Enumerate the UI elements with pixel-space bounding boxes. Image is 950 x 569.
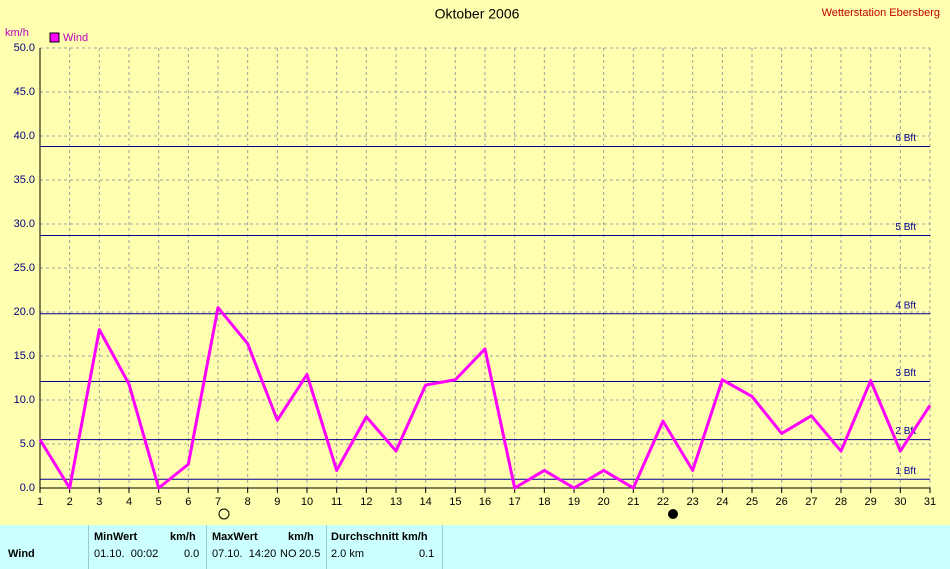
y-tick-label: 35.0 [14,174,35,186]
stats-panel: Wind MinWert km/h 01.10. 00:02 0.0 MaxWe… [0,525,950,569]
x-tick-label: 10 [301,496,313,508]
x-tick-label: 12 [360,496,372,508]
x-tick-label: 20 [598,496,610,508]
cell: 0.1 [419,548,435,560]
x-tick-label: 21 [627,496,639,508]
x-tick-label: 8 [245,496,251,508]
x-tick-label: 13 [390,496,402,508]
cell: 2.0 km [331,548,365,560]
cell: 01.10. 00:02 [94,548,159,560]
cell: 0.0 [184,548,200,560]
beaufort-label: 5 Bft [895,222,916,233]
beaufort-label: 1 Bft [895,466,916,477]
beaufort-label: 4 Bft [895,300,916,311]
x-tick-label: 6 [185,496,191,508]
cell: NO [280,548,297,560]
new-moon-icon [668,509,678,519]
header: Durchschnitt km/h [331,531,428,543]
x-tick-label: 25 [746,496,758,508]
full-moon-icon [218,508,230,520]
y-tick-label: 45.0 [14,86,35,98]
y-tick-label: 0.0 [20,482,35,494]
header: km/h [170,531,196,543]
header: km/h [288,531,314,543]
y-tick-label: 5.0 [20,438,35,450]
station-name: Wetterstation Ebersberg [822,7,940,19]
x-tick-label: 1 [37,496,43,508]
x-tick-label: 26 [776,496,788,508]
x-tick-label: 31 [924,496,936,508]
y-tick-label: 15.0 [14,350,35,362]
x-tick-label: 7 [215,496,221,508]
x-tick-label: 5 [156,496,162,508]
beaufort-label: 6 Bft [895,133,916,144]
beaufort-label: 2 Bft [895,426,916,437]
x-tick-label: 15 [449,496,461,508]
row-label: Wind [8,548,35,560]
header: MinWert [94,531,138,543]
x-tick-label: 18 [538,496,550,508]
avg-col [326,525,443,569]
x-tick-label: 2 [67,496,73,508]
legend-swatch [49,32,60,43]
x-tick-label: 16 [479,496,491,508]
x-tick-label: 4 [126,496,132,508]
y-tick-label: 30.0 [14,218,35,230]
wind-line [38,306,932,490]
y-tick-label: 40.0 [14,130,35,142]
x-tick-label: 11 [331,496,342,508]
x-tick-label: 19 [568,496,580,508]
y-tick-label: 25.0 [14,262,35,274]
x-tick-label: 17 [509,496,521,508]
x-tick-label: 23 [687,496,699,508]
y-tick-label: 10.0 [14,394,35,406]
y-tick-label: 20.0 [14,306,35,318]
x-tick-label: 24 [716,496,728,508]
x-tick-label: 9 [274,496,280,508]
plot: 0.0 5.0 10.0 15.0 20.0 25.0 30.0 35.0 40.0 45.0 50… [14,42,937,508]
beaufort-label: 3 Bft [895,368,916,379]
chart: Oktober 2006 Wetterstation Ebersberg km/… [5,6,940,520]
chart-title: Oktober 2006 [435,6,520,22]
x-tick-label: 29 [865,496,877,508]
x-tick-label: 14 [420,496,432,508]
x-tick-label: 28 [835,496,847,508]
x-tick-label: 27 [805,496,817,508]
cell: 07.10. 14:20 [212,548,277,560]
x-tick-label: 30 [894,496,906,508]
y-tick-label: 50.0 [14,42,35,54]
x-tick-label: 3 [96,496,102,508]
x-tick-label: 22 [657,496,669,508]
y-axis-label: km/h [5,27,29,39]
cell: 20.5 [299,548,321,560]
header: MaxWert [212,531,258,543]
legend-label: Wind [63,32,88,44]
